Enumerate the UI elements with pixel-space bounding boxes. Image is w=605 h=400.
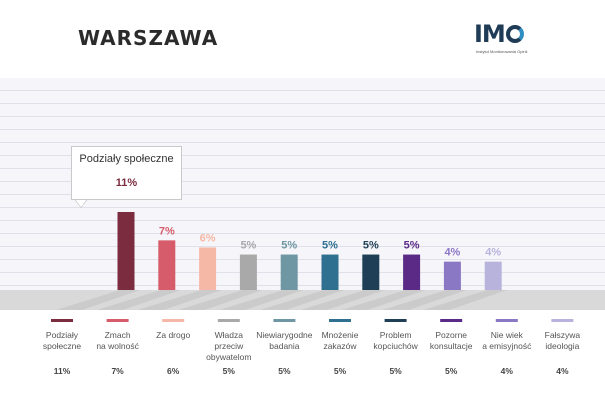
bar-floor-shadow xyxy=(219,290,304,310)
legend-value-label: 5% xyxy=(389,366,402,376)
bar xyxy=(484,261,502,290)
legend-swatch xyxy=(217,319,240,322)
legend-swatch xyxy=(384,319,407,322)
legend-value-label: 11% xyxy=(54,366,71,376)
bar-value-label: 5% xyxy=(322,240,338,252)
bar-floor-shadow xyxy=(137,290,222,310)
bar-value-label: 5% xyxy=(240,240,256,252)
legend-swatch xyxy=(551,319,574,322)
legend-category-label: społeczne xyxy=(43,341,82,351)
legend-category-label: Niewiarygodne xyxy=(256,330,312,340)
bar xyxy=(239,254,257,290)
legend-panel xyxy=(0,310,605,400)
bar-floor-shadow xyxy=(56,290,140,310)
bar-floor-shadow xyxy=(341,290,426,310)
legend-category-label: na wolność xyxy=(96,341,139,351)
legend-category-label: Nie wiek xyxy=(491,330,524,340)
bar-value-label: 5% xyxy=(363,240,379,252)
bar-value-label: 5% xyxy=(404,240,420,252)
logo-letters: IM xyxy=(474,20,524,48)
legend-swatch xyxy=(51,319,73,322)
legend-category-label: konsultacje xyxy=(430,341,473,351)
legend-value-label: 5% xyxy=(445,366,458,376)
bar xyxy=(199,247,217,290)
legend-value-label: 6% xyxy=(167,366,180,376)
legend-category-label: Za drogo xyxy=(156,330,190,340)
bar xyxy=(443,261,461,290)
legend-category-label: obywatelom xyxy=(206,352,251,362)
header: WARSZAWA IM Instytut Monitorowania Opini… xyxy=(0,0,605,78)
legend-category-label: Podziały xyxy=(46,330,79,340)
legend-category-label: ideologia xyxy=(545,341,579,351)
legend-value-label: 5% xyxy=(278,366,291,376)
legend-category-label: Problem xyxy=(380,330,412,340)
legend-category-label: Zmach xyxy=(105,330,131,340)
page-title: WARSZAWA xyxy=(78,26,219,50)
bar-value-label: 5% xyxy=(281,240,297,252)
legend-category-label: badania xyxy=(269,341,300,351)
legend-category-label: zakazów xyxy=(323,341,357,351)
callout-tooltip: Podziały społeczne 11% xyxy=(71,146,182,200)
legend-category-label: kopciuchów xyxy=(373,341,418,351)
legend-category-label: Fałszywa xyxy=(545,330,581,340)
legend-category-label: Mnożenie xyxy=(322,330,359,340)
bar xyxy=(280,254,298,290)
imo-logo: IM Instytut Monitorowania Opinii xyxy=(474,20,549,60)
legend-category-label: a emisyjność xyxy=(482,341,532,351)
legend-swatch xyxy=(106,319,129,322)
bar xyxy=(362,254,380,290)
bar-value-label: 4% xyxy=(444,247,460,259)
legend-value-label: 5% xyxy=(334,366,347,376)
bar xyxy=(321,254,339,290)
legend-swatch xyxy=(162,319,185,322)
bar-floor-shadow xyxy=(96,290,181,310)
legend-value-label: 5% xyxy=(223,366,236,376)
bar-value-label: 4% xyxy=(485,247,501,259)
bar xyxy=(403,254,421,290)
logo-subtitle: Instytut Monitorowania Opinii xyxy=(476,49,528,54)
legend-value-label: 4% xyxy=(556,366,569,376)
bar-value-label: 7% xyxy=(159,225,175,237)
bar-floor-shadow xyxy=(178,290,263,310)
legend-swatch xyxy=(329,319,351,322)
bar-value-label: 6% xyxy=(200,232,216,244)
logo-o-icon xyxy=(505,25,524,43)
legend-value-label: 7% xyxy=(111,366,124,376)
bar-floor-shadow xyxy=(260,290,344,310)
callout-arrow-fill xyxy=(75,199,87,207)
legend-value-label: 4% xyxy=(501,366,514,376)
legend-swatch xyxy=(495,319,518,322)
bar-floor-shadow xyxy=(300,290,385,310)
legend-category-label: przeciw xyxy=(214,341,244,351)
bar xyxy=(117,212,135,290)
legend-category-label: Władza xyxy=(215,330,244,340)
bar-floor-shadow xyxy=(423,290,508,310)
callout-label: Podziały społeczne xyxy=(79,153,174,165)
legend-swatch xyxy=(273,319,296,322)
legend-category-label: Pozorne xyxy=(435,330,467,340)
legend-swatch xyxy=(440,319,463,322)
callout-value: 11% xyxy=(115,177,138,189)
bar-floor-shadow xyxy=(382,290,467,310)
bar xyxy=(158,240,176,290)
